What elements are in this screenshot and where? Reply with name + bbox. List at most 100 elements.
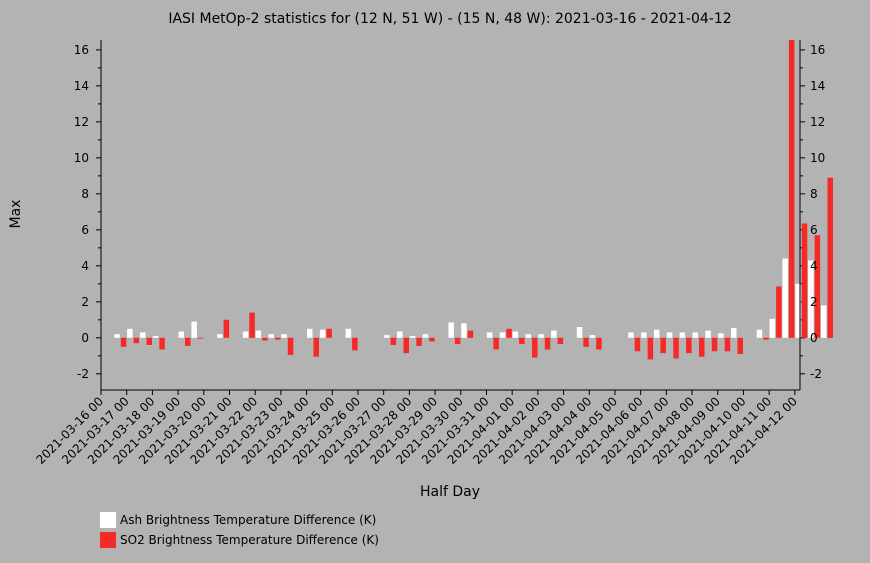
ash-bar-28 bbox=[461, 323, 467, 338]
ash-bar-33 bbox=[525, 334, 531, 338]
y-tick-label-right: 4 bbox=[810, 259, 818, 273]
so2-bar-7 bbox=[197, 337, 204, 339]
y-tick-label-left: 8 bbox=[81, 187, 89, 201]
ash-bar-49 bbox=[731, 327, 737, 338]
so2-bar-33 bbox=[532, 337, 538, 358]
y-tick-label-right: -2 bbox=[810, 367, 822, 381]
ash-bar-25 bbox=[422, 334, 429, 338]
so2-bar-48 bbox=[724, 337, 731, 352]
ash-bar-54 bbox=[795, 283, 801, 338]
ash-bar-48 bbox=[718, 333, 724, 338]
ash-bar-53 bbox=[782, 258, 788, 338]
so2-bar-52 bbox=[776, 286, 782, 338]
so2-bar-11 bbox=[249, 312, 255, 338]
bars bbox=[114, 40, 833, 360]
so2-bar-38 bbox=[596, 337, 602, 350]
ash-bar-7 bbox=[191, 321, 197, 338]
x-axis-label: Half Day bbox=[420, 484, 480, 500]
so2-bar-53 bbox=[788, 40, 795, 338]
ash-bar-30 bbox=[486, 332, 493, 338]
so2-bar-3 bbox=[146, 337, 152, 345]
ash-bar-31 bbox=[499, 332, 506, 338]
y-tick-label-left: 0 bbox=[81, 331, 89, 345]
so2-bar-45 bbox=[686, 337, 692, 354]
y-tick-label-left: 14 bbox=[74, 79, 89, 93]
so2-bar-25 bbox=[429, 337, 435, 342]
so2-bar-1 bbox=[120, 337, 127, 347]
y-axis-label: Max bbox=[8, 200, 24, 229]
legend-swatch-so2 bbox=[100, 532, 116, 548]
ash-bar-38 bbox=[589, 335, 596, 338]
so2-bar-6 bbox=[185, 337, 191, 346]
so2-bar-23 bbox=[403, 337, 409, 354]
so2-bar-49 bbox=[737, 337, 743, 354]
so2-bar-37 bbox=[583, 337, 589, 347]
so2-bar-34 bbox=[544, 337, 551, 350]
y-tick-label-left: 12 bbox=[74, 115, 89, 129]
so2-bar-43 bbox=[660, 337, 666, 354]
so2-bar-22 bbox=[390, 337, 397, 345]
so2-bar-56 bbox=[827, 177, 833, 338]
so2-bar-35 bbox=[557, 337, 564, 345]
so2-bar-54 bbox=[801, 223, 808, 338]
ash-bar-43 bbox=[653, 329, 660, 338]
legend: Ash Brightness Temperature Difference (K… bbox=[100, 512, 379, 548]
chart-title: IASI MetOp-2 statistics for (12 N, 51 W)… bbox=[168, 11, 731, 27]
ash-bar-52 bbox=[769, 318, 776, 338]
y-tick-label-left: -2 bbox=[77, 367, 89, 381]
so2-bar-27 bbox=[454, 337, 461, 345]
ash-bar-45 bbox=[679, 332, 686, 338]
ash-bar-37 bbox=[576, 327, 583, 338]
y-tick-labels: -2 -2 0 0 2 2 4 4 6 6 8 8 10 10 12 12 14 14 16 16 bbox=[74, 43, 826, 381]
y-tick-label-left: 4 bbox=[81, 259, 89, 273]
ash-bar-22 bbox=[384, 335, 390, 338]
ash-bar-34 bbox=[538, 334, 544, 338]
legend-swatch-ash bbox=[100, 512, 116, 528]
legend-label-ash: Ash Brightness Temperature Difference (K… bbox=[120, 513, 376, 527]
y-tick-label-right: 8 bbox=[810, 187, 818, 201]
so2-bar-14 bbox=[287, 337, 294, 355]
y-tick-label-right: 12 bbox=[810, 115, 825, 129]
so2-bar-42 bbox=[647, 337, 654, 360]
y-tick-label-right: 10 bbox=[810, 151, 825, 165]
so2-bar-2 bbox=[133, 337, 140, 344]
so2-bar-4 bbox=[159, 337, 165, 350]
so2-bar-41 bbox=[634, 337, 641, 352]
ash-bar-44 bbox=[666, 332, 673, 338]
ash-bar-23 bbox=[397, 331, 403, 338]
so2-bar-44 bbox=[673, 337, 679, 359]
so2-bar-31 bbox=[506, 328, 512, 338]
so2-bar-19 bbox=[352, 337, 358, 351]
ash-bar-14 bbox=[281, 334, 287, 338]
ash-bar-51 bbox=[756, 329, 763, 338]
so2-bar-46 bbox=[699, 337, 705, 357]
so2-bar-16 bbox=[313, 337, 319, 357]
y-tick-label-right: 16 bbox=[810, 43, 825, 57]
ash-bar-9 bbox=[217, 334, 223, 338]
so2-bar-32 bbox=[519, 337, 525, 345]
ash-bar-32 bbox=[512, 331, 519, 338]
ash-bar-2 bbox=[127, 328, 133, 338]
y-tick-label-left: 6 bbox=[81, 223, 89, 237]
legend-label-so2: SO2 Brightness Temperature Difference (K… bbox=[120, 533, 379, 547]
ash-bar-3 bbox=[140, 332, 146, 338]
ash-bar-35 bbox=[551, 330, 557, 338]
so2-bar-17 bbox=[326, 328, 332, 338]
y-tick-label-left: 2 bbox=[81, 295, 89, 309]
ash-bar-24 bbox=[409, 336, 416, 338]
ash-bar-19 bbox=[345, 328, 352, 338]
so2-bar-30 bbox=[493, 337, 499, 350]
ash-bar-16 bbox=[307, 328, 313, 338]
y-tick-label-right: 14 bbox=[810, 79, 825, 93]
so2-bar-47 bbox=[711, 337, 718, 352]
axis-ticks bbox=[96, 49, 805, 395]
y-tick-label-right: 6 bbox=[810, 223, 818, 237]
so2-bar-12 bbox=[262, 337, 268, 341]
so2-bar-9 bbox=[223, 319, 230, 338]
plot-frame bbox=[100, 40, 801, 391]
ash-bar-47 bbox=[705, 330, 711, 338]
ash-bar-46 bbox=[692, 332, 698, 338]
so2-bar-24 bbox=[416, 337, 422, 346]
